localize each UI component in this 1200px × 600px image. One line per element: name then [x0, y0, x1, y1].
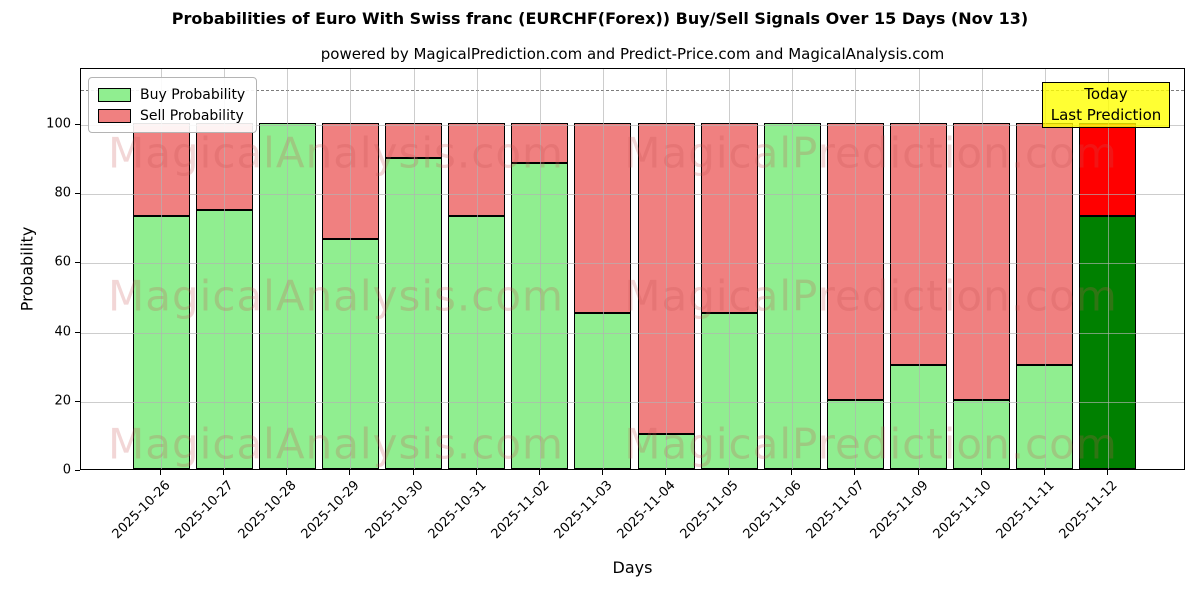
x-tick-mark-2025-10-31: [475, 470, 477, 475]
y-tick-mark-0: [75, 470, 80, 471]
sell-segment-2025-11-11: [1016, 123, 1074, 366]
today-annotation-line1: Today: [1084, 85, 1128, 103]
buy-segment-2025-10-28: [258, 123, 316, 469]
x-tick-mark-2025-11-11: [1043, 470, 1045, 475]
bar-2025-11-10: [953, 69, 1011, 469]
buy-segment-2025-11-06: [763, 123, 821, 469]
buy-segment-2025-11-05: [700, 313, 758, 469]
y-tick-mark-40: [75, 331, 80, 333]
x-tick-mark-2025-11-03: [601, 470, 603, 475]
y-tick-label-100: 100: [46, 116, 71, 132]
buy-segment-2025-10-27: [195, 209, 253, 469]
x-tick-mark-2025-11-05: [728, 470, 730, 475]
legend-label-buy: Buy Probability: [140, 86, 246, 103]
x-tick-mark-2025-11-12: [1106, 470, 1108, 475]
sell-segment-2025-11-09: [890, 123, 948, 366]
chart-subtitle: powered by MagicalPrediction.com and Pre…: [320, 45, 945, 63]
buy-segment-2025-11-11: [1016, 365, 1074, 469]
x-tick-mark-2025-10-27: [223, 470, 225, 475]
sell-segment-2025-11-05: [700, 123, 758, 314]
y-tick-label-60: 60: [54, 254, 71, 270]
x-tick-mark-2025-11-09: [917, 470, 919, 475]
buy-segment-2025-11-04: [637, 434, 695, 469]
sell-segment-2025-10-27: [195, 123, 253, 210]
legend: Buy Probability Sell Probability: [88, 77, 258, 133]
bar-2025-11-11: [1016, 69, 1074, 469]
bar-2025-10-29: [321, 69, 379, 469]
bar-2025-11-06: [763, 69, 821, 469]
bar-2025-11-02: [511, 69, 569, 469]
sell-segment-2025-11-07: [826, 123, 884, 400]
buy-segment-2025-10-30: [385, 157, 443, 469]
y-tick-mark-20: [75, 400, 80, 402]
x-tick-mark-2025-10-29: [349, 470, 351, 475]
legend-item-buy: Buy Probability: [98, 84, 245, 105]
bar-2025-11-04: [637, 69, 695, 469]
bar-2025-10-31: [448, 69, 506, 469]
sell-segment-2025-10-29: [321, 123, 379, 239]
bar-2025-11-09: [890, 69, 948, 469]
sell-segment-2025-10-31: [448, 123, 506, 217]
buy-segment-2025-11-02: [511, 162, 569, 469]
bar-2025-10-30: [385, 69, 443, 469]
x-tick-mark-2025-10-28: [286, 470, 288, 475]
y-tick-label-40: 40: [54, 324, 71, 340]
x-tick-mark-2025-11-07: [854, 470, 856, 475]
x-tick-mark-2025-11-02: [538, 470, 540, 475]
sell-segment-2025-11-12: [1079, 123, 1137, 217]
sell-segment-2025-10-26: [132, 123, 190, 217]
x-axis-label: Days: [612, 558, 653, 577]
sell-segment-2025-11-03: [574, 123, 632, 314]
chart-title: Probabilities of Euro With Swiss franc (…: [171, 9, 1029, 28]
buy-segment-2025-11-03: [574, 313, 632, 469]
legend-item-sell: Sell Probability: [98, 105, 245, 126]
dashed-reference-line: [81, 90, 1184, 92]
x-tick-label-2025-10-26: 2025-10-26: [109, 478, 174, 543]
buy-segment-2025-10-29: [321, 238, 379, 469]
buy-segment-2025-10-31: [448, 216, 506, 469]
buy-segment-2025-11-12: [1079, 216, 1137, 469]
x-tick-mark-2025-11-10: [980, 470, 982, 475]
bar-2025-11-03: [574, 69, 632, 469]
sell-segment-2025-11-10: [953, 123, 1011, 400]
sell-segment-2025-11-04: [637, 123, 695, 435]
buy-segment-2025-11-10: [953, 399, 1011, 469]
y-tick-mark-100: [75, 124, 80, 126]
today-annotation-line2: Last Prediction: [1050, 106, 1162, 124]
y-tick-mark-80: [75, 193, 80, 195]
bar-2025-11-05: [700, 69, 758, 469]
buy-segment-2025-11-09: [890, 365, 948, 469]
y-tick-label-80: 80: [54, 185, 71, 201]
sell-segment-2025-10-30: [385, 123, 443, 158]
y-tick-label-20: 20: [54, 393, 71, 409]
buy-swatch-icon: [98, 87, 131, 102]
x-tick-mark-2025-11-04: [665, 470, 667, 475]
bar-2025-11-12: [1079, 69, 1137, 469]
x-tick-mark-2025-11-06: [791, 470, 793, 475]
sell-swatch-icon: [98, 108, 131, 123]
y-tick-label-0: 0: [62, 462, 71, 478]
legend-label-sell: Sell Probability: [140, 107, 244, 124]
y-tick-mark-60: [75, 262, 80, 264]
sell-segment-2025-11-02: [511, 123, 569, 163]
buy-segment-2025-10-26: [132, 216, 190, 469]
bar-2025-11-07: [826, 69, 884, 469]
bar-2025-10-28: [258, 69, 316, 469]
x-tick-mark-2025-10-26: [160, 470, 161, 475]
x-tick-mark-2025-10-30: [412, 470, 414, 475]
buy-segment-2025-11-07: [826, 399, 884, 469]
today-annotation: Today Last Prediction: [1042, 82, 1170, 128]
